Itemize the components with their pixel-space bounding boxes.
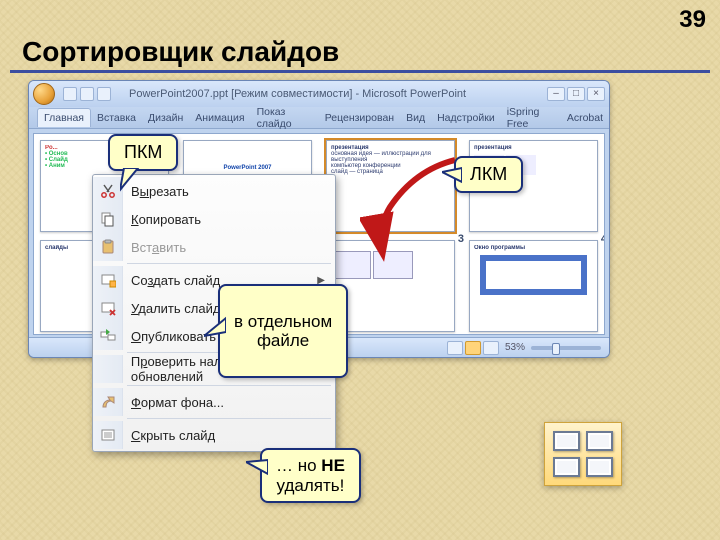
view-buttons	[447, 341, 499, 355]
slide-number: 7	[458, 333, 464, 335]
normal-view-icon[interactable]	[447, 341, 463, 355]
paste-icon	[93, 233, 123, 261]
qat-undo-icon[interactable]	[80, 87, 94, 101]
zoom-label: 53%	[505, 342, 525, 353]
ctx-label: Вставить	[131, 240, 186, 255]
ribbon-tab[interactable]: Надстройки	[431, 109, 501, 127]
callout-pkm: ПКМ	[108, 134, 178, 171]
callout-tail-icon	[442, 166, 462, 186]
update-icon	[93, 355, 123, 383]
ctx-label: Скрыть слайд	[131, 428, 215, 443]
slide-number: 8	[601, 333, 605, 335]
callout-text: ЛКМ	[470, 164, 507, 184]
page-title: Сортировщик слайдов	[22, 36, 339, 68]
callout-file: в отдельном файле	[218, 284, 348, 378]
ctx-label: Копировать	[131, 212, 201, 227]
callout-text: ПКМ	[124, 142, 162, 162]
ctx-item-hide[interactable]: Скрыть слайд	[93, 421, 335, 449]
slideshow-view-icon[interactable]	[483, 341, 499, 355]
publish-icon	[93, 322, 123, 350]
ribbon-tab[interactable]: Вставка	[91, 109, 142, 127]
title-rule	[10, 70, 710, 73]
cut-icon	[93, 177, 123, 205]
ribbon-tab[interactable]: Вид	[400, 109, 431, 127]
quick-access-toolbar[interactable]	[63, 87, 111, 101]
qat-redo-icon[interactable]	[97, 87, 111, 101]
ctx-item-paste[interactable]: Вставить	[93, 233, 335, 261]
ribbon-tab[interactable]: Главная	[37, 108, 91, 127]
callout-tail-icon	[246, 458, 268, 480]
callout-lkm: ЛКМ	[454, 156, 523, 193]
slide-thumb[interactable]: презентацияосновная идея — иллюстрации д…	[326, 140, 455, 232]
callout-text: … но НЕудалять!	[276, 456, 345, 495]
ctx-item-copy[interactable]: Копировать	[93, 205, 335, 233]
maximize-button[interactable]: □	[567, 87, 585, 101]
delete-icon	[93, 294, 123, 322]
close-button[interactable]: ×	[587, 87, 605, 101]
minimize-button[interactable]: –	[547, 87, 565, 101]
format-icon	[93, 388, 123, 416]
callout-text: в отдельном файле	[234, 312, 332, 351]
slide-number: 4	[601, 233, 605, 245]
zoom-slider[interactable]	[531, 346, 601, 350]
ribbon-tab[interactable]: Рецензирован	[319, 109, 400, 127]
office-orb-icon[interactable]	[33, 83, 55, 105]
ribbon-tab[interactable]: Показ слайдо	[251, 103, 319, 133]
ctx-item-format[interactable]: Формат фона...	[93, 388, 335, 416]
window-buttons: – □ ×	[547, 87, 605, 101]
newslide-icon	[93, 266, 123, 294]
slide-sorter-big-icon	[544, 422, 622, 486]
qat-save-icon[interactable]	[63, 87, 77, 101]
ribbon-tab[interactable]: Acrobat	[561, 109, 609, 127]
ribbon-tab[interactable]: Дизайн	[142, 109, 189, 127]
copy-icon	[93, 205, 123, 233]
ribbon-tab[interactable]: iSpring Free	[501, 103, 561, 133]
ctx-label: Удалить слайд	[131, 301, 220, 316]
page-number: 39	[679, 6, 706, 34]
callout-tail-icon	[204, 316, 226, 338]
ctx-label: Создать слайд	[131, 273, 220, 288]
ribbon-tab[interactable]: Анимация	[189, 109, 250, 127]
ribbon-tabs: Главная Вставка Дизайн Анимация Показ сл…	[29, 107, 609, 129]
callout-nodelete: … но НЕудалять!	[260, 448, 361, 503]
ctx-label: Формат фона...	[131, 395, 224, 410]
slide-thumb[interactable]: Окно программы8	[469, 240, 598, 332]
hide-icon	[93, 421, 123, 449]
slide-number: 3	[458, 233, 464, 245]
window-title-text: PowerPoint2007.ppt [Режим совместимости]…	[129, 88, 543, 100]
callout-tail-icon	[120, 168, 144, 192]
sorter-view-icon[interactable]	[465, 341, 481, 355]
